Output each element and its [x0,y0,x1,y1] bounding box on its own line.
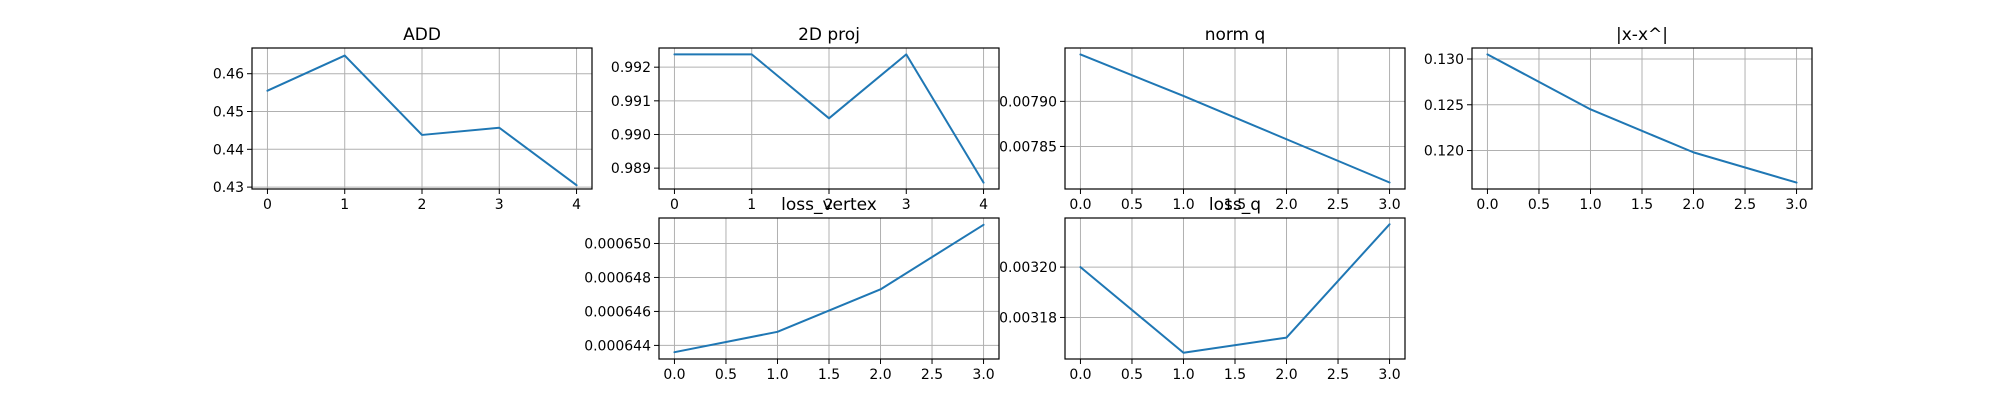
x-tick-label: 3 [495,197,504,213]
subplot-title: 2D proj [798,25,860,45]
y-tick-label: 0.000644 [584,338,651,354]
subplot-title: loss_vertex [781,195,877,215]
x-tick-label: 2.5 [921,367,943,383]
x-tick-label: 0.0 [1476,197,1498,213]
y-tick-label: 0.120 [1424,144,1464,160]
x-tick-label: 0.0 [1069,367,1091,383]
x-tick-label: 1.5 [1224,367,1246,383]
x-tick-label: 3.0 [1785,197,1807,213]
y-tick-label: 0.000650 [584,236,651,252]
y-tick-label: 0.46 [213,67,244,83]
x-tick-label: 3 [902,197,911,213]
x-tick-label: 1.5 [1224,197,1246,213]
y-tick-label: 0.43 [213,180,244,196]
x-tick-label: 1.0 [766,367,788,383]
y-tick-label: 0.45 [213,105,244,121]
series-line [673,223,985,354]
x-tick-label: 1.0 [1172,367,1194,383]
y-tick-label: 0.125 [1424,98,1464,114]
y-tick-label: 0.00318 [999,310,1057,326]
x-tick-label: 0.0 [663,367,685,383]
y-tick-label: 0.992 [611,60,651,76]
y-tick-label: 0.989 [611,161,651,177]
y-tick-label: 0.00790 [999,94,1057,110]
x-tick-label: 1.5 [1631,197,1653,213]
series-line [266,54,578,187]
subplot-title: loss_q [1209,195,1261,215]
x-tick-label: 0 [670,197,679,213]
x-tick-label: 0.0 [1069,197,1091,213]
x-tick-label: 2 [418,197,427,213]
x-tick-label: 0 [263,197,272,213]
y-tick-label: 0.990 [611,127,651,143]
y-tick-label: 0.130 [1424,52,1464,68]
x-tick-label: 1 [340,197,349,213]
x-tick-label: 1.0 [1172,197,1194,213]
x-tick-label: 3.0 [1378,367,1400,383]
x-tick-label: 2.0 [1275,197,1297,213]
x-tick-label: 1 [747,197,756,213]
x-tick-label: 2.0 [1682,197,1704,213]
y-tick-label: 0.00785 [999,139,1057,155]
x-tick-label: 4 [979,197,988,213]
x-tick-label: 2.5 [1734,197,1756,213]
y-tick-label: 0.00320 [999,260,1057,276]
x-tick-label: 0.5 [1528,197,1550,213]
series-line [1079,223,1391,354]
subplot-3: 0.0 0.5 1.0 1.5 2.0 2.5 3.0 0.120 0.125 0.130 |x-x… [1424,25,1813,213]
x-tick-label: 0.5 [1121,367,1143,383]
x-tick-label: 0.5 [715,367,737,383]
subplot-5: 0.0 0.5 1.0 1.5 2.0 2.5 3.0 0.00318 0.00320 loss_… [999,195,1406,383]
subplot-1: 0 1 2 3 4 0.989 0.990 0.991 0.992 2D proj [611,25,1000,213]
x-tick-label: 3.0 [1378,197,1400,213]
x-tick-label: 1.5 [818,367,840,383]
subplot-title: norm q [1205,25,1266,45]
subplot-title: |x-x^| [1616,25,1668,45]
y-tick-label: 0.000648 [584,270,651,286]
series-line [1486,53,1798,184]
subplot-title: ADD [403,25,441,45]
x-tick-label: 4 [572,197,581,213]
series-line [1079,53,1391,184]
x-tick-label: 2.5 [1327,367,1349,383]
x-tick-label: 1.0 [1579,197,1601,213]
x-tick-label: 3.0 [972,367,994,383]
subplot-0: 0 1 2 3 4 0.43 0.44 0.45 0.46 ADD [213,25,593,213]
subplot-4: 0.0 0.5 1.0 1.5 2.0 2.5 3.0 0.000644 0.000646 0.0… [584,195,1000,383]
y-tick-label: 0.991 [611,94,651,110]
y-tick-label: 0.000646 [584,304,651,320]
x-tick-label: 2 [825,197,834,213]
series-line [673,53,985,184]
x-tick-label: 2.5 [1327,197,1349,213]
x-tick-label: 2.0 [869,367,891,383]
x-tick-label: 2.0 [1275,367,1297,383]
x-tick-label: 0.5 [1121,197,1143,213]
subplot-2: 0.0 0.5 1.0 1.5 2.0 2.5 3.0 0.00785 0.00790 norm … [999,25,1406,213]
y-tick-label: 0.44 [213,142,244,158]
